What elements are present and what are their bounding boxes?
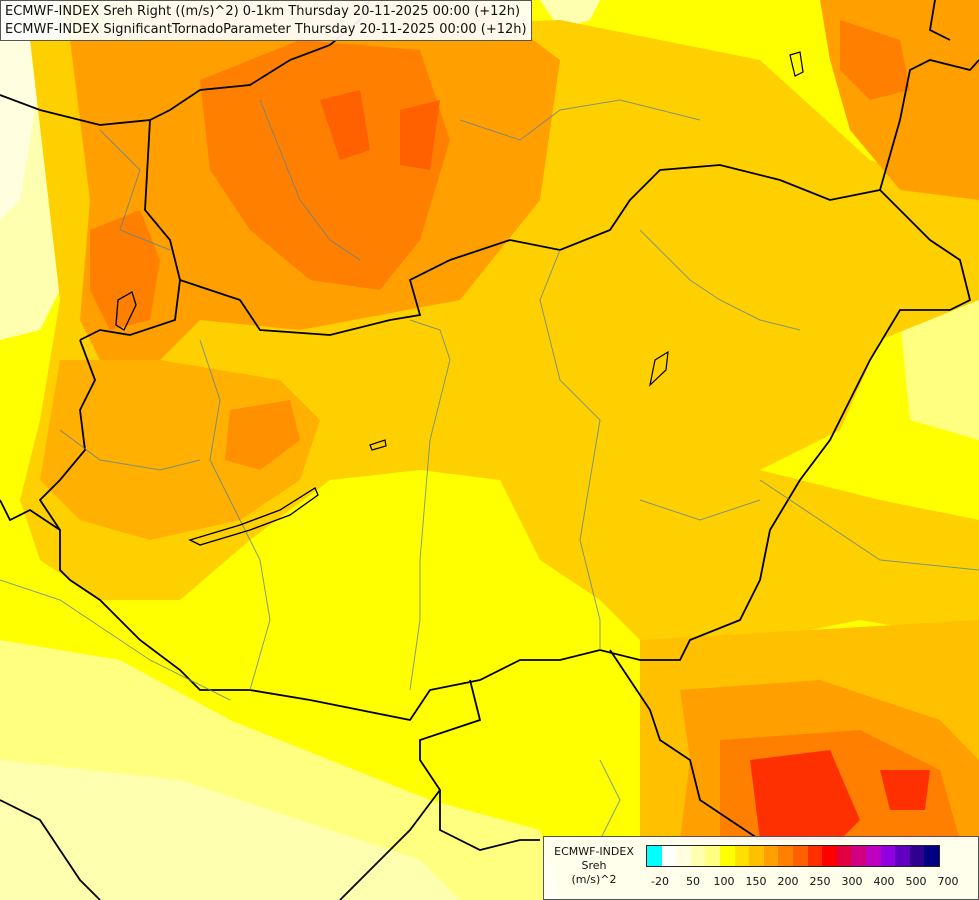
legend-tick-label: 400 — [873, 875, 895, 888]
legend-swatch — [924, 846, 939, 866]
legend-tick-label: 100 — [713, 875, 735, 888]
map-title-box: ECMWF-INDEX Sreh Right ((m/s)^2) 0-1km T… — [0, 0, 532, 41]
legend-swatch — [807, 846, 823, 866]
legend-swatch — [865, 846, 881, 866]
legend-unit: (m/s)^2 — [571, 873, 617, 886]
legend-swatch — [792, 846, 808, 866]
legend-swatch — [778, 846, 793, 866]
legend-swatch — [822, 846, 837, 866]
legend-swatch — [705, 846, 720, 866]
legend-swatch — [719, 846, 735, 866]
legend-tick-label: 500 — [905, 875, 927, 888]
legend-swatch — [749, 846, 764, 866]
legend-model: ECMWF-INDEX — [554, 845, 634, 858]
legend-tick-label: -20 — [651, 875, 669, 888]
legend-tick-label: 300 — [841, 875, 863, 888]
legend-tick-label: 200 — [777, 875, 799, 888]
color-legend: ECMWF-INDEX Sreh (m/s)^2 -20 50 100 150 200 2… — [543, 836, 979, 900]
legend-tick-label: 150 — [745, 875, 767, 888]
legend-swatch — [880, 846, 896, 866]
legend-tick-label: 50 — [686, 875, 700, 888]
legend-swatch — [647, 846, 662, 866]
legend-swatch — [661, 846, 677, 866]
title-line-stp: ECMWF-INDEX SignificantTornadoParameter … — [5, 22, 527, 37]
legend-swatch — [895, 846, 910, 866]
legend-swatch — [851, 846, 866, 866]
legend-swatch — [734, 846, 750, 866]
legend-swatch — [676, 846, 691, 866]
legend-label: ECMWF-INDEX Sreh (m/s)^2 — [544, 845, 644, 887]
legend-ticks: -20 50 100 150 200 250 300 400 500 700 — [646, 875, 966, 889]
legend-swatch — [836, 846, 852, 866]
legend-color-bar — [646, 845, 940, 867]
legend-swatch — [763, 846, 779, 866]
legend-swatch — [909, 846, 925, 866]
legend-tick-label: 250 — [809, 875, 831, 888]
legend-parameter: Sreh — [581, 859, 607, 872]
title-line-sreh: ECMWF-INDEX Sreh Right ((m/s)^2) 0-1km T… — [5, 4, 521, 19]
legend-swatch — [690, 846, 706, 866]
legend-tick-label: 700 — [937, 875, 959, 888]
